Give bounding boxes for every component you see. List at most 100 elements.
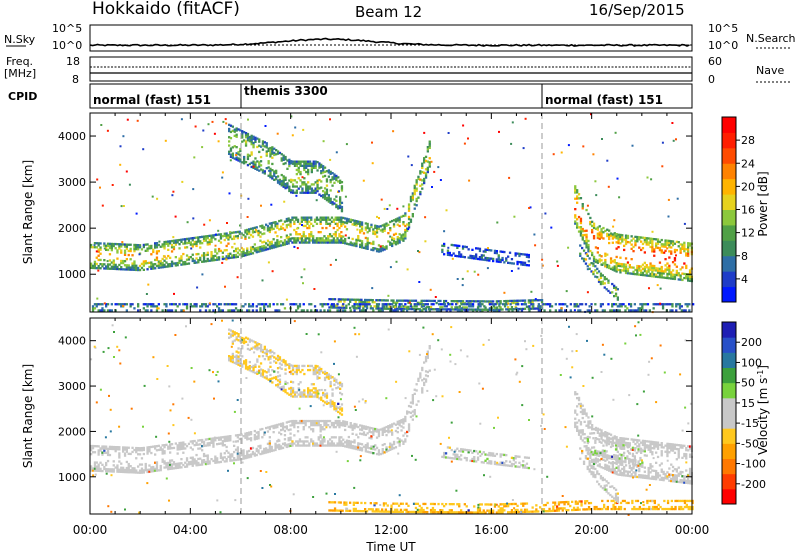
range-gate-cell [296, 239, 300, 242]
range-gate-cell [296, 305, 300, 308]
range-gate-cell [653, 238, 656, 241]
range-gate-cell [355, 423, 358, 426]
range-gate-cell [396, 299, 399, 302]
range-gate-cell [419, 193, 422, 196]
range-gate-cell [248, 236, 251, 239]
range-gate-cell [253, 243, 256, 246]
range-gate-cell [251, 231, 255, 234]
range-gate-cell [384, 502, 387, 505]
range-gate-cell [278, 423, 281, 426]
range-gate-cell [283, 425, 287, 429]
range-gate-cell [142, 148, 145, 151]
range-gate-cell [105, 267, 108, 270]
range-gate-cell [399, 299, 403, 302]
range-gate-cell [611, 241, 614, 244]
range-gate-cell [284, 360, 287, 363]
range-gate-cell [228, 150, 231, 153]
range-gate-cell [295, 162, 298, 165]
range-gate-cell [520, 303, 524, 306]
range-gate-cell [118, 303, 121, 306]
range-gate-cell [463, 245, 466, 248]
range-gate-cell [263, 347, 266, 351]
range-gate-cell [323, 174, 327, 178]
range-gate-cell [302, 440, 305, 443]
range-gate-cell [418, 308, 421, 311]
range-gate-cell [668, 273, 671, 276]
range-gate-cell [238, 456, 241, 459]
range-gate-cell [359, 239, 362, 242]
range-gate-cell [327, 237, 330, 240]
range-gate-cell [195, 236, 198, 239]
range-gate-cell [99, 242, 102, 245]
range-gate-cell [328, 509, 331, 512]
range-gate-cell [497, 258, 500, 261]
range-gate-cell [304, 444, 307, 447]
range-gate-cell [227, 309, 230, 312]
range-gate-cell [322, 140, 325, 143]
range-gate-cell [596, 309, 599, 312]
range-gate-cell [290, 162, 293, 165]
range-gate-cell [392, 502, 395, 505]
range-gate-cell [344, 420, 347, 423]
range-gate-cell [244, 235, 247, 238]
range-gate-cell [469, 254, 472, 257]
range-gate-cell [344, 217, 347, 220]
range-gate-cell [367, 508, 371, 511]
range-gate-cell [236, 276, 239, 279]
y-tick-label: 1000 [58, 268, 86, 281]
range-gate-cell [288, 162, 291, 166]
range-gate-cell [169, 256, 172, 259]
range-gate-cell [645, 274, 648, 277]
range-gate-cell [382, 504, 386, 507]
range-gate-cell [671, 305, 674, 308]
range-gate-cell [123, 264, 127, 267]
range-gate-cell [362, 431, 366, 434]
range-gate-cell [289, 303, 292, 306]
range-gate-cell [272, 244, 275, 247]
range-gate-cell [404, 417, 407, 421]
range-gate-cell [670, 275, 673, 278]
range-gate-cell [300, 241, 303, 244]
range-gate-cell [110, 303, 113, 306]
range-gate-cell [169, 242, 172, 245]
range-gate-cell [441, 509, 444, 512]
range-gate-cell [253, 249, 256, 252]
range-gate-cell [370, 437, 373, 440]
range-gate-cell [426, 303, 429, 306]
range-gate-cell [381, 429, 384, 432]
range-gate-cell [195, 443, 198, 446]
range-gate-cell [353, 244, 356, 247]
range-gate-cell [221, 458, 224, 461]
range-gate-cell [193, 444, 196, 447]
range-gate-cell [288, 187, 291, 190]
range-gate-cell [486, 509, 489, 512]
range-gate-cell [421, 162, 424, 165]
range-gate-cell [415, 179, 418, 182]
range-gate-cell [670, 277, 673, 280]
range-gate-cell [246, 368, 250, 371]
range-gate-cell [349, 509, 352, 512]
range-gate-cell [329, 158, 332, 161]
range-gate-cell [93, 244, 96, 247]
range-gate-cell [295, 194, 298, 197]
range-gate-cell [293, 434, 296, 437]
range-gate-cell [381, 309, 384, 312]
range-gate-cell [300, 444, 303, 447]
range-gate-cell [206, 454, 209, 457]
range-gate-cell [272, 424, 275, 428]
range-gate-cell [391, 242, 394, 245]
range-gate-cell [282, 181, 285, 184]
range-gate-cell [353, 439, 356, 442]
range-gate-cell [628, 303, 631, 306]
range-gate-cell [239, 336, 242, 339]
range-gate-cell [273, 153, 276, 157]
range-gate-cell [290, 372, 293, 375]
range-gate-cell [142, 243, 145, 247]
range-gate-cell [675, 271, 678, 275]
range-gate-cell [233, 134, 236, 137]
range-gate-cell [310, 166, 313, 169]
range-gate-cell [503, 250, 506, 254]
range-gate-cell [138, 447, 142, 450]
range-gate-cell [289, 223, 292, 226]
range-gate-cell [375, 229, 379, 232]
